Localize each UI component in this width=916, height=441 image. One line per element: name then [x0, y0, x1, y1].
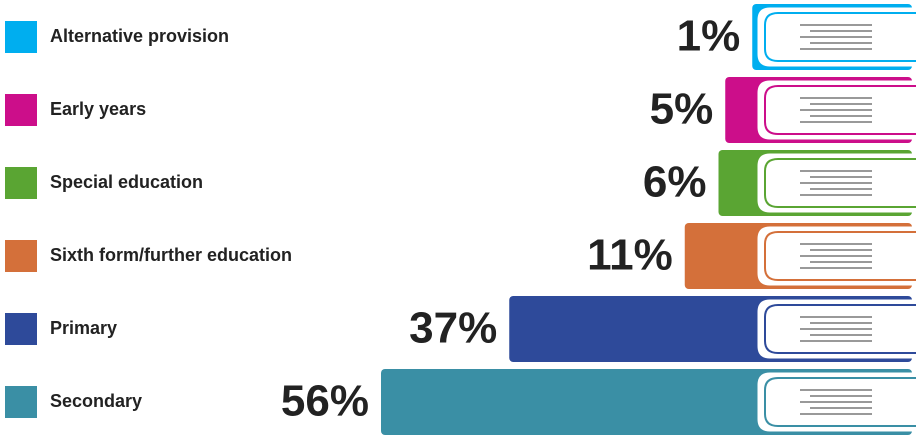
category-label: Sixth form/further education	[50, 245, 292, 265]
legend-swatch	[5, 167, 37, 199]
category-label: Secondary	[50, 391, 142, 411]
book-pages-edge	[764, 377, 916, 427]
legend-swatch	[5, 313, 37, 345]
category-label: Primary	[50, 318, 117, 338]
value-label: 11%	[587, 231, 673, 280]
category-label: Alternative provision	[50, 26, 229, 46]
value-label: 1%	[677, 12, 741, 61]
value-label: 5%	[650, 85, 714, 134]
book-pages-edge	[764, 12, 916, 62]
category-label: Special education	[50, 172, 203, 192]
value-label: 37%	[409, 304, 497, 353]
legend-swatch	[5, 21, 37, 53]
legend-swatch	[5, 94, 37, 126]
value-label: 56%	[281, 377, 369, 426]
legend-swatch	[5, 240, 37, 272]
book-pages-edge	[764, 304, 916, 354]
book-pages-edge	[764, 85, 916, 135]
value-label: 6%	[643, 158, 707, 207]
book-pages-edge	[764, 158, 916, 208]
legend-swatch	[5, 386, 37, 418]
category-label: Early years	[50, 99, 146, 119]
book-pages-edge	[764, 231, 916, 281]
